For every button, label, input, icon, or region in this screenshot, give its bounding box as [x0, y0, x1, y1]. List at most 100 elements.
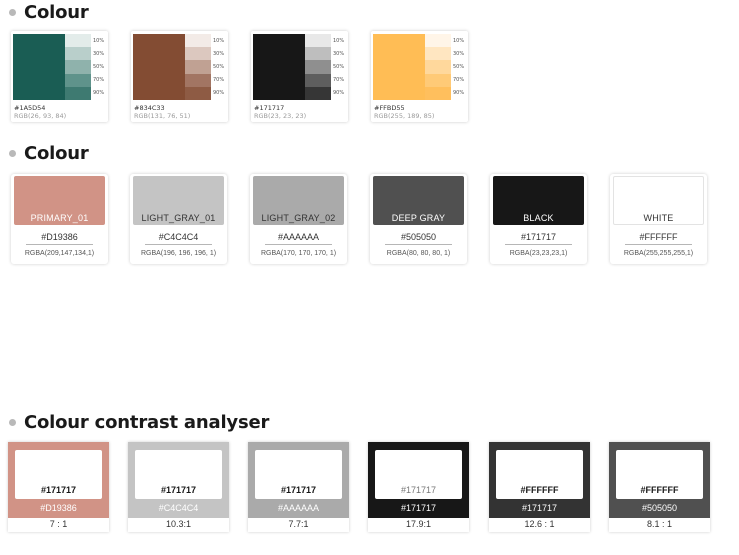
swatch-name: DEEP GRAY [391, 213, 446, 223]
tint-30 [425, 47, 451, 61]
swatch-rgba: RGBA(80, 80, 80, 1) [386, 250, 451, 257]
palette-rgb: RGB(23, 23, 23) [254, 112, 307, 120]
contrast-background: #171717 #AAAAAA [248, 442, 349, 518]
tint-70 [425, 73, 451, 87]
swatch-hex: #AAAAAA [277, 232, 320, 242]
bullet-dot-icon [9, 9, 16, 16]
palette-percent-labels: 10% 30% 50% 70% 90% [453, 34, 467, 100]
palette-hex: #171717 [254, 104, 285, 112]
tint-70 [65, 73, 91, 87]
contrast-foreground-text: #171717 [400, 485, 437, 495]
contrast-background-label: #C4C4C4 [158, 503, 199, 513]
swatch-hex: #171717 [520, 232, 557, 242]
swatch-color: WHITE [613, 176, 704, 225]
contrast-card: #FFFFFF #505050 8.1 : 1 [609, 442, 710, 532]
swatch-color: DEEP GRAY [373, 176, 464, 225]
tint-50 [305, 60, 331, 74]
tint-90 [65, 86, 91, 101]
palette-percent-labels: 10% 30% 50% 70% 90% [93, 34, 107, 100]
palette-section-title: Colour [24, 2, 89, 23]
contrast-background-label: #505050 [641, 503, 678, 513]
swatches-section-header: Colour [9, 143, 89, 164]
swatch-name: PRIMARY_01 [30, 213, 89, 223]
contrast-background: #FFFFFF #505050 [609, 442, 710, 518]
palette-tints [425, 34, 451, 101]
divider [385, 244, 452, 245]
contrast-section-header: Colour contrast analyser [9, 412, 269, 433]
contrast-ratio: 10.3:1 [165, 519, 192, 529]
pct-label: 50% [93, 64, 105, 70]
swatch-color: PRIMARY_01 [14, 176, 105, 225]
contrast-background-label: #171717 [521, 503, 558, 513]
contrast-foreground-box: #FFFFFF [496, 450, 583, 499]
tint-50 [185, 60, 211, 74]
divider [265, 244, 332, 245]
swatch-color: LIGHT_GRAY_01 [133, 176, 224, 225]
tint-30 [185, 47, 211, 61]
contrast-foreground-box: #171717 [15, 450, 102, 499]
bullet-dot-icon [9, 419, 16, 426]
contrast-foreground-text: #171717 [280, 485, 317, 495]
pct-label: 90% [453, 90, 465, 97]
tint-70 [305, 73, 331, 87]
palette-tints [65, 34, 91, 101]
swatch-name: BLACK [523, 213, 554, 223]
swatch-card-deep-gray: DEEP GRAY #505050 RGBA(80, 80, 80, 1) [370, 174, 467, 264]
pct-label: 30% [333, 50, 345, 57]
swatch-rgba: RGBA(23,23,23,1) [509, 250, 568, 257]
pct-label: 10% [213, 37, 225, 44]
contrast-background-label: #D19386 [40, 503, 77, 513]
pct-label: 50% [453, 64, 465, 70]
tint-30 [65, 47, 91, 61]
swatch-card-black: BLACK #171717 RGBA(23,23,23,1) [490, 174, 587, 264]
contrast-foreground-text: #FFFFFF [640, 485, 679, 495]
tint-30 [305, 47, 331, 61]
palette-rgb: RGB(26, 93, 84) [14, 112, 67, 120]
contrast-foreground-box: #171717 [255, 450, 342, 499]
palette-hex: #1A5D54 [14, 104, 46, 112]
pct-label: 90% [213, 90, 225, 97]
contrast-foreground-text: #171717 [160, 485, 197, 495]
pct-label: 70% [93, 77, 105, 84]
pct-label: 90% [93, 90, 105, 97]
pct-label: 10% [453, 37, 465, 44]
tint-10 [65, 34, 91, 48]
pct-label: 70% [453, 77, 465, 84]
contrast-foreground-text: #171717 [40, 485, 77, 495]
tint-50 [65, 60, 91, 74]
divider [26, 244, 93, 245]
contrast-foreground-text: #FFFFFF [520, 485, 559, 495]
palette-main-swatch [13, 34, 65, 100]
bullet-dot-icon [9, 150, 16, 157]
tint-10 [185, 34, 211, 48]
contrast-card: #FFFFFF #171717 12.6 : 1 [489, 442, 590, 532]
swatch-rgba: RGBA(209,147,134,1) [24, 250, 95, 257]
pct-label: 30% [93, 50, 105, 57]
tint-10 [425, 34, 451, 48]
contrast-foreground-box: #FFFFFF [616, 450, 703, 499]
swatch-hex: #D19386 [41, 232, 78, 242]
swatch-hex: #FFFFFF [639, 232, 678, 242]
contrast-background: #171717 #C4C4C4 [128, 442, 229, 518]
palette-card-green: 10% 30% 50% 70% 90% #1A5D54 RGB(26, 93, … [11, 31, 108, 122]
swatch-hex: #505050 [400, 232, 437, 242]
contrast-ratio: 8.1 : 1 [646, 519, 673, 529]
contrast-section-title: Colour contrast analyser [24, 412, 270, 433]
tint-50 [425, 60, 451, 74]
contrast-ratio: 17.9:1 [405, 519, 432, 529]
divider [505, 244, 572, 245]
palette-card-yellow: 10% 30% 50% 70% 90% #FFBD55 RGB(255, 189… [371, 31, 468, 122]
palette-rgb: RGB(131, 76, 51) [134, 112, 191, 120]
tint-90 [425, 86, 451, 101]
palette-tints [185, 34, 211, 101]
contrast-card: #171717 #AAAAAA 7.7:1 [248, 442, 349, 532]
divider [145, 244, 212, 245]
tint-90 [305, 86, 331, 101]
contrast-card: #171717 #171717 17.9:1 [368, 442, 469, 532]
palette-main-swatch [373, 34, 425, 100]
palette-main-swatch [253, 34, 305, 100]
swatch-card-light-gray-01: LIGHT_GRAY_01 #C4C4C4 RGBA(196, 196, 196… [130, 174, 227, 264]
swatch-card-light-gray-02: LIGHT_GRAY_02 #AAAAAA RGBA(170, 170, 170… [250, 174, 347, 264]
pct-label: 70% [213, 77, 225, 84]
pct-label: 50% [213, 64, 225, 70]
